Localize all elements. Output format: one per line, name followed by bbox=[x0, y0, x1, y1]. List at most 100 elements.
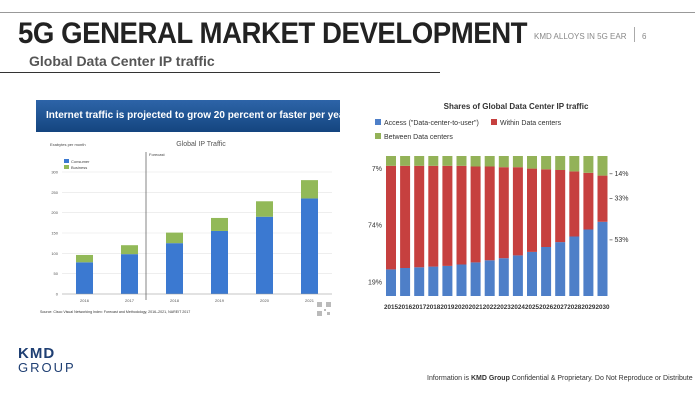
share-bar-1-2019 bbox=[442, 165, 453, 266]
share-bar-0-2026 bbox=[541, 247, 552, 296]
share-bar-2-2026 bbox=[541, 156, 552, 170]
share-bar-2-2028 bbox=[569, 156, 580, 172]
share-bar-1-2022 bbox=[484, 166, 495, 261]
share-bar-1-2021 bbox=[470, 166, 481, 263]
share-bar-1-2030 bbox=[597, 175, 608, 222]
y-tick-label: 250 bbox=[51, 190, 58, 195]
bar-business-2017 bbox=[121, 245, 138, 255]
logo-group-text: GROUP bbox=[18, 360, 76, 375]
legend-swatch-business bbox=[64, 165, 69, 169]
x-tick-label: 2028 bbox=[567, 304, 582, 311]
x-tick-label: 2018 bbox=[426, 304, 441, 311]
x-tick-label: 2030 bbox=[595, 304, 610, 311]
x-tick-label: 2019 bbox=[440, 304, 455, 311]
confidentiality-footer: Information is KMD Group Confidential & … bbox=[427, 375, 693, 382]
legend-consumer: Consumer bbox=[71, 159, 90, 164]
dc-traffic-share-panel: Shares of Global Data Center IP traffic … bbox=[365, 100, 667, 322]
share-bar-2-2020 bbox=[456, 156, 467, 166]
header-caption: KMD ALLOYS IN 5G EAR bbox=[534, 32, 627, 41]
bar-consumer-2016 bbox=[76, 262, 93, 294]
y-tick-label: 100 bbox=[51, 251, 58, 256]
x-tick-label: 2023 bbox=[497, 304, 512, 311]
share-bar-0-2029 bbox=[583, 229, 594, 296]
y-tick-label: 150 bbox=[51, 231, 58, 236]
share-bar-0-2023 bbox=[498, 258, 509, 296]
qr-icon bbox=[317, 302, 331, 316]
bar-business-2016 bbox=[76, 254, 93, 263]
legend-swatch-access bbox=[375, 119, 381, 125]
share-bar-1-2028 bbox=[569, 171, 580, 237]
share-bar-0-2025 bbox=[527, 251, 537, 296]
share-bar-2-2025 bbox=[527, 156, 537, 169]
global-ip-traffic-panel: Internet traffic is projected to grow 20… bbox=[36, 100, 348, 320]
share-bar-1-2027 bbox=[555, 170, 566, 243]
forecast-label: Forecast bbox=[149, 152, 165, 157]
chart-title: Global IP Traffic bbox=[176, 141, 226, 148]
x-tick-label: 2025 bbox=[525, 304, 540, 311]
slide-subtitle: Global Data Center IP traffic bbox=[29, 53, 215, 69]
x-tick-label: 2021 bbox=[469, 304, 484, 311]
right-share-label: 53% bbox=[615, 237, 629, 244]
legend-swatch-consumer bbox=[64, 159, 69, 163]
bar-business-2018 bbox=[166, 232, 183, 244]
source-note: Source: Cisco Visual Networking Index: F… bbox=[40, 310, 190, 314]
x-tick-label: 2015 bbox=[384, 304, 399, 311]
share-bar-0-2017 bbox=[414, 267, 425, 296]
share-bar-1-2025 bbox=[527, 168, 537, 252]
share-bar-1-2018 bbox=[428, 165, 439, 267]
share-bar-2-2015 bbox=[386, 156, 396, 166]
bar-business-2021 bbox=[301, 180, 318, 199]
legend-swatch-within bbox=[491, 119, 497, 125]
share-bar-0-2015 bbox=[386, 269, 396, 296]
y-tick-label: 300 bbox=[51, 170, 58, 175]
x-tick-label: 2021 bbox=[305, 298, 315, 303]
y-tick-label: 50 bbox=[54, 271, 59, 276]
share-bar-2-2023 bbox=[498, 156, 509, 168]
share-bar-2-2029 bbox=[583, 156, 594, 173]
bar-consumer-2018 bbox=[166, 243, 183, 294]
share-bar-1-2029 bbox=[583, 172, 594, 230]
chart-title: Shares of Global Data Center IP traffic bbox=[444, 102, 589, 111]
x-tick-label: 2027 bbox=[553, 304, 568, 311]
legend-between: Between Data centers bbox=[384, 134, 453, 141]
x-tick-label: 2029 bbox=[581, 304, 596, 311]
left-share-label: 74% bbox=[368, 223, 382, 230]
bar-consumer-2019 bbox=[211, 230, 228, 294]
subtitle-rule bbox=[0, 72, 440, 73]
share-bar-1-2015 bbox=[386, 165, 396, 270]
share-bar-0-2028 bbox=[569, 236, 580, 296]
share-bar-0-2027 bbox=[555, 242, 566, 296]
bar-business-2020 bbox=[256, 201, 273, 217]
left-share-label: 7% bbox=[372, 166, 382, 173]
share-bar-1-2024 bbox=[512, 167, 523, 256]
share-bar-2-2027 bbox=[555, 156, 566, 170]
page-number: 6 bbox=[642, 32, 647, 41]
share-bar-0-2019 bbox=[442, 265, 453, 296]
share-bar-0-2016 bbox=[400, 268, 411, 296]
x-tick-label: 2022 bbox=[483, 304, 498, 311]
x-tick-label: 2017 bbox=[125, 298, 135, 303]
logo-kmd-text: KMD bbox=[18, 345, 56, 362]
legend-access: Access ("Data-center-to-user") bbox=[384, 120, 479, 127]
share-bar-2-2017 bbox=[414, 156, 425, 166]
x-tick-label: 2024 bbox=[511, 304, 526, 311]
share-bar-2-2030 bbox=[597, 156, 608, 176]
x-tick-label: 2017 bbox=[412, 304, 427, 311]
x-tick-label: 2020 bbox=[454, 304, 469, 311]
legend-swatch-between bbox=[375, 133, 381, 139]
global-ip-traffic-chart: Exabytes per month Global IP Traffic For… bbox=[40, 141, 332, 314]
share-bar-0-2030 bbox=[597, 221, 608, 296]
slide-title: 5G GENERAL MARKET DEVELOPMENT bbox=[18, 17, 528, 50]
x-tick-label: 2026 bbox=[539, 304, 554, 311]
unit-label: Exabytes per month bbox=[50, 142, 86, 147]
x-tick-label: 2016 bbox=[80, 298, 90, 303]
x-tick-label: 2019 bbox=[215, 298, 225, 303]
legend-within: Within Data centers bbox=[500, 120, 562, 127]
top-rule bbox=[0, 12, 695, 13]
share-bar-1-2023 bbox=[498, 167, 509, 259]
legend-business: Business bbox=[71, 165, 87, 170]
y-tick-label: 0 bbox=[56, 292, 59, 297]
bar-business-2019 bbox=[211, 217, 228, 231]
footer-suffix: Confidential & Proprietary. Do Not Repro… bbox=[509, 375, 693, 382]
footer-prefix: Information is bbox=[427, 375, 471, 382]
